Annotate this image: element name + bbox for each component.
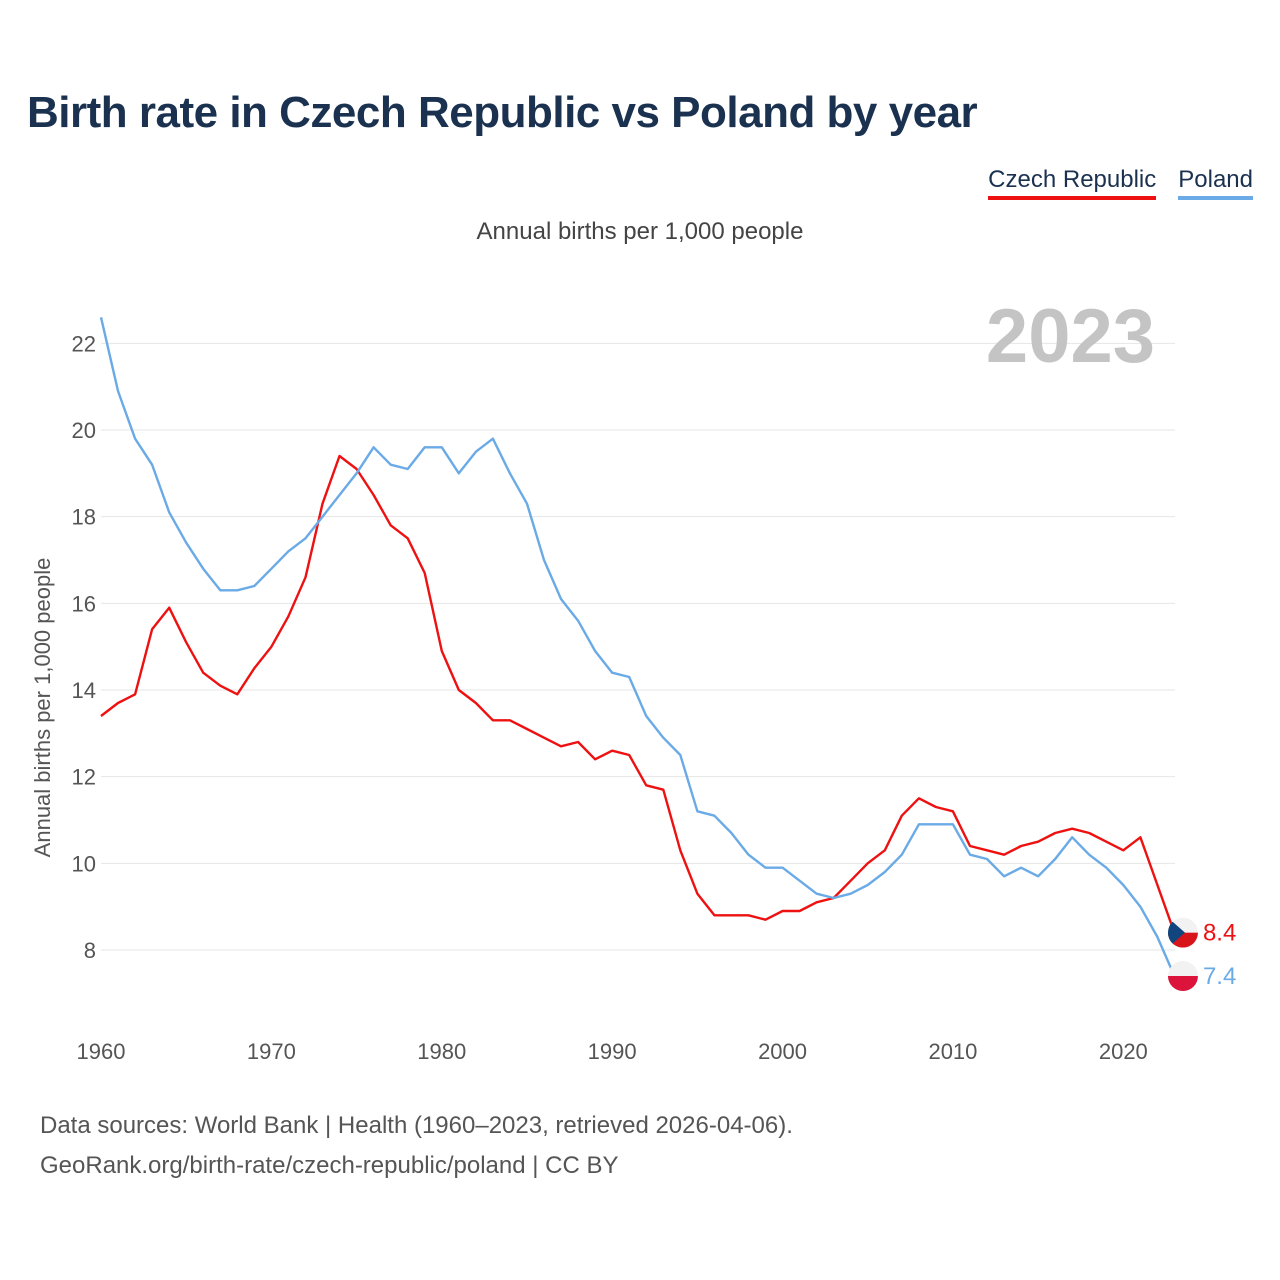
year-label: 2023 bbox=[986, 294, 1155, 379]
x-axis-ticks: 1960 1970 1980 1990 2000 2010 2020 bbox=[77, 1039, 1148, 1064]
series-line-czech-republic bbox=[100, 454, 1183, 934]
y-tick-label: 12 bbox=[72, 765, 96, 790]
legend: Czech Republic Poland bbox=[988, 166, 1253, 200]
x-tick-label: 2020 bbox=[1099, 1039, 1148, 1064]
footer-link[interactable]: GeoRank.org/birth-rate/czech-republic/po… bbox=[40, 1152, 619, 1179]
y-tick-label: 20 bbox=[72, 418, 96, 443]
legend-poland[interactable]: Poland bbox=[1178, 166, 1253, 200]
y-tick-label: 14 bbox=[72, 678, 96, 703]
y-tick-label: 22 bbox=[72, 331, 96, 356]
footer-sources: Data sources: World Bank | Health (1960–… bbox=[40, 1112, 793, 1139]
series-lines bbox=[99, 317, 1183, 978]
y-tick-label: 16 bbox=[72, 591, 96, 616]
series-end-label: 7.4 bbox=[1203, 963, 1236, 990]
y-axis-ticks: 8 10 12 14 16 18 20 22 bbox=[72, 331, 96, 963]
series-end-markers: 8.4 7.4 bbox=[1167, 917, 1236, 991]
x-tick-label: 2010 bbox=[928, 1039, 977, 1064]
czech-flag-icon bbox=[1167, 917, 1198, 948]
x-tick-label: 1960 bbox=[77, 1039, 126, 1064]
y-tick-label: 10 bbox=[72, 851, 96, 876]
x-tick-label: 1990 bbox=[588, 1039, 637, 1064]
poland-flag-icon bbox=[1167, 961, 1198, 991]
x-tick-label: 1980 bbox=[417, 1039, 466, 1064]
series-end-label: 8.4 bbox=[1203, 920, 1236, 947]
chart-subtitle: Annual births per 1,000 people bbox=[476, 218, 804, 245]
y-tick-label: 18 bbox=[72, 505, 96, 530]
chart-title: Birth rate in Czech Republic vs Poland b… bbox=[27, 88, 978, 137]
series-line-poland bbox=[99, 317, 1183, 978]
footer: Data sources: World Bank | Health (1960–… bbox=[40, 1106, 793, 1186]
legend-czech-republic[interactable]: Czech Republic bbox=[988, 166, 1157, 200]
grid-lines bbox=[101, 342, 1175, 951]
x-tick-label: 2000 bbox=[758, 1039, 807, 1064]
x-tick-label: 1970 bbox=[247, 1039, 296, 1064]
y-tick-label: 8 bbox=[84, 938, 96, 963]
y-axis-label: Annual births per 1,000 people bbox=[30, 558, 55, 858]
